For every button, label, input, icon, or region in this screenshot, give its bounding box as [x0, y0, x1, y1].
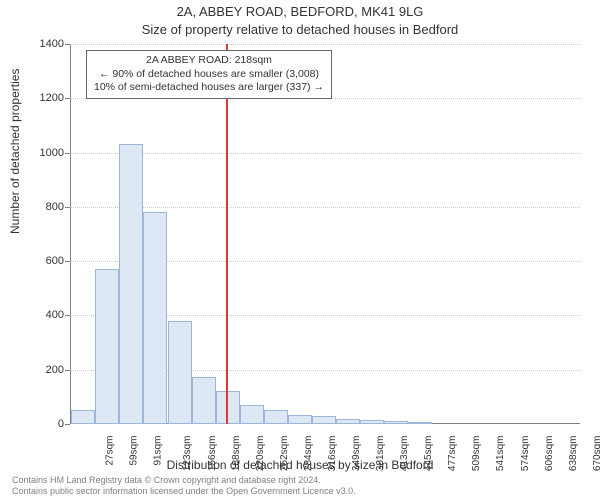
y-tick-label: 200 — [28, 364, 64, 376]
annotation-line-3: 10% of semi-detached houses are larger (… — [94, 81, 324, 95]
plot-area — [70, 44, 580, 424]
annotation-line-2: ← 90% of detached houses are smaller (3,… — [94, 68, 324, 82]
histogram-bar — [119, 144, 143, 424]
chart-subtitle: Size of property relative to detached ho… — [0, 22, 600, 37]
x-axis-label: Distribution of detached houses by size … — [0, 458, 600, 472]
x-tick-label: 445sqm — [423, 436, 434, 472]
grid-line — [70, 44, 580, 45]
histogram-bar — [95, 269, 119, 424]
histogram-bar — [408, 422, 432, 424]
histogram-bar — [192, 377, 216, 425]
x-tick-label: 188sqm — [231, 436, 242, 472]
y-tick-label: 1200 — [28, 92, 64, 104]
footer: Contains HM Land Registry data © Crown c… — [12, 475, 356, 498]
y-tick-label: 600 — [28, 255, 64, 267]
x-tick-label: 670sqm — [592, 436, 600, 472]
y-tick-mark — [65, 207, 70, 208]
y-tick-mark — [65, 44, 70, 45]
y-tick-label: 1000 — [28, 147, 64, 159]
y-tick-mark — [65, 315, 70, 316]
annotation-line-1: 2A ABBEY ROAD: 218sqm — [94, 54, 324, 68]
x-tick-label: 91sqm — [152, 436, 163, 466]
marker-line — [226, 44, 228, 424]
histogram-bar — [71, 410, 95, 424]
grid-line — [70, 153, 580, 154]
x-tick-label: 59sqm — [128, 436, 139, 466]
x-tick-label: 349sqm — [351, 436, 362, 472]
y-tick-label: 0 — [28, 418, 64, 430]
x-tick-label: 541sqm — [495, 436, 506, 472]
histogram-bar — [143, 212, 167, 424]
x-tick-label: 413sqm — [399, 436, 410, 472]
x-tick-label: 638sqm — [568, 436, 579, 472]
x-tick-label: 220sqm — [255, 436, 266, 472]
x-tick-label: 316sqm — [327, 436, 338, 472]
y-axis-line — [70, 44, 71, 424]
chart-title: 2A, ABBEY ROAD, BEDFORD, MK41 9LG — [0, 4, 600, 19]
x-tick-label: 156sqm — [207, 436, 218, 472]
y-tick-mark — [65, 370, 70, 371]
y-tick-mark — [65, 261, 70, 262]
y-tick-label: 800 — [28, 201, 64, 213]
annotation-box: 2A ABBEY ROAD: 218sqm ← 90% of detached … — [86, 50, 332, 99]
y-tick-label: 1400 — [28, 38, 64, 50]
histogram-bar — [336, 419, 360, 424]
x-tick-label: 27sqm — [104, 436, 115, 466]
histogram-bar — [360, 420, 384, 424]
histogram-bar — [240, 405, 264, 424]
y-tick-mark — [65, 153, 70, 154]
x-tick-label: 477sqm — [447, 436, 458, 472]
x-tick-label: 574sqm — [520, 436, 531, 472]
grid-line — [70, 207, 580, 208]
footer-line-2: Contains public sector information licen… — [12, 486, 356, 498]
y-tick-mark — [65, 424, 70, 425]
x-tick-label: 284sqm — [303, 436, 314, 472]
histogram-bar — [312, 416, 336, 424]
x-tick-label: 509sqm — [471, 436, 482, 472]
histogram-bar — [264, 410, 288, 424]
x-tick-label: 123sqm — [182, 436, 193, 472]
chart-container: 2A, ABBEY ROAD, BEDFORD, MK41 9LG Size o… — [0, 0, 600, 500]
footer-line-1: Contains HM Land Registry data © Crown c… — [12, 475, 356, 487]
histogram-bar — [384, 421, 408, 424]
x-tick-label: 252sqm — [279, 436, 290, 472]
histogram-bar — [168, 321, 192, 424]
y-tick-mark — [65, 98, 70, 99]
x-tick-label: 381sqm — [375, 436, 386, 472]
y-tick-label: 400 — [28, 309, 64, 321]
y-axis-label: Number of detached properties — [8, 69, 22, 234]
histogram-bar — [288, 415, 312, 425]
x-tick-label: 606sqm — [544, 436, 555, 472]
